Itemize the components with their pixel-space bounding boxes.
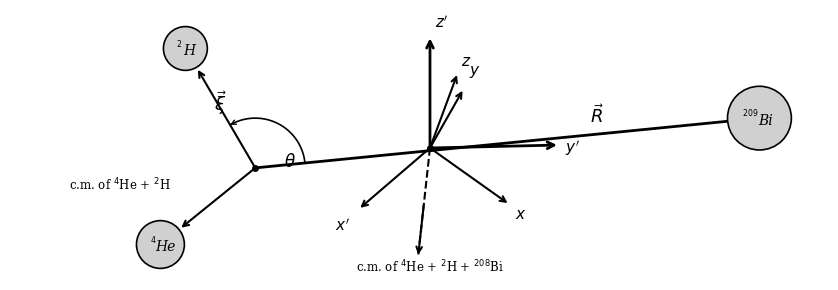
Text: $\theta$: $\theta$ [284,153,296,171]
Text: c.m. of $^4$He + $^2$H: c.m. of $^4$He + $^2$H [69,177,170,193]
Text: $^2$: $^2$ [176,40,182,50]
Text: $z'$: $z'$ [435,14,448,30]
Text: $x$: $x$ [515,208,526,222]
Text: H: H [184,44,196,58]
Text: $x'$: $x'$ [335,218,350,234]
Text: $^{209}$: $^{209}$ [742,108,758,118]
Text: Bi: Bi [758,114,773,128]
Circle shape [163,27,207,70]
Text: $y'$: $y'$ [565,138,580,158]
Text: He: He [155,240,175,254]
Text: c.m. of $^4$He + $^2$H + $^{208}$Bi: c.m. of $^4$He + $^2$H + $^{208}$Bi [356,259,504,276]
Text: $\vec{\xi}$: $\vec{\xi}$ [214,89,226,117]
Text: $^4$: $^4$ [150,236,157,246]
Text: $y$: $y$ [469,64,480,80]
Text: $z$: $z$ [461,55,471,69]
Circle shape [727,86,791,150]
Circle shape [137,221,184,269]
Text: $\vec{R}$: $\vec{R}$ [590,104,603,126]
